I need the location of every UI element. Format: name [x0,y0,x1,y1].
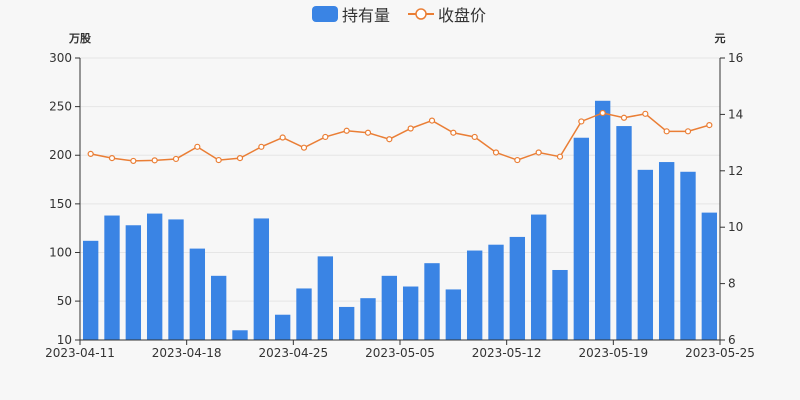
price-point [514,156,521,164]
legend-line-marker [415,8,427,20]
price-point [151,157,158,164]
price-point [556,153,564,160]
left-axis-tick-label: 300 [49,51,72,65]
right-axis-tick-label: 8 [728,277,736,291]
price-point [300,144,308,151]
left-axis-tick-label: 50 [57,294,72,308]
bar [552,269,568,340]
right-axis-tick-label: 10 [728,220,743,234]
price-point [407,125,414,132]
bar-series [82,100,718,340]
right-axis-tick-label: 14 [728,107,743,121]
x-axis-tick-label: 2023-05-25 [685,346,755,360]
bar [232,330,248,340]
price-point [215,156,222,164]
left-axis-tick-label: 100 [49,245,72,259]
price-point [108,155,116,162]
bar [466,250,483,340]
price-point [343,127,350,134]
left-axis-tick-label: 250 [49,100,72,114]
price-point [706,122,713,129]
bar [125,225,142,340]
price-point [386,136,393,143]
price-point [663,128,670,135]
bar [296,288,312,340]
price-point [471,133,478,141]
bar [168,219,184,340]
price-point [450,129,457,136]
price-point [364,129,372,136]
x-axis-tick-label: 2023-05-05 [365,346,435,360]
price-point [642,110,649,117]
bar [253,218,270,340]
price-point [258,143,265,150]
bar [360,298,376,340]
price-point [322,133,329,141]
right-axis-unit: 元 [715,32,726,45]
price-point [535,149,542,156]
price-point [236,155,244,162]
bar [317,256,334,340]
bar [573,137,590,340]
price-point [428,117,436,124]
bar [637,169,654,340]
x-axis-tick-label: 2023-04-11 [45,346,115,360]
price-point [172,155,180,163]
price-line [90,112,710,162]
legend[interactable]: 持有量 收盘价 [312,6,486,25]
bar [189,248,206,340]
right-axis-tick-label: 16 [728,51,743,65]
bar [104,215,120,340]
price-point [599,109,606,117]
left-axis-unit: 万股 [68,32,92,45]
price-point [130,157,137,165]
left-axis-tick-label: 200 [49,148,72,162]
price-point [87,150,94,157]
legend-bar-swatch [312,6,338,22]
bar [616,126,632,340]
x-axis-tick-label: 2023-05-12 [472,346,542,360]
legend-line-label: 收盘价 [438,6,486,25]
line-series [87,109,713,165]
bar [381,275,398,340]
bar [488,244,504,340]
bar [530,214,547,340]
price-point [620,114,628,121]
right-axis-tick-label: 12 [728,164,743,178]
price-point [684,128,692,135]
price-point [279,134,286,141]
bar [146,213,163,340]
price-point [492,149,500,156]
right-axis-tick-label: 6 [728,333,736,347]
bar [274,314,291,340]
price-point [578,118,585,125]
bar [658,162,675,340]
legend-bar-label: 持有量 [342,6,390,25]
bar [402,286,419,340]
bar [445,289,462,340]
axes: 10 50 100 150 200 250 300 6 8 10 12 14 16 2023-04-11 2… [45,51,755,360]
bar [82,240,99,340]
bar [210,275,227,340]
left-axis-tick-label: 10 [57,333,72,347]
x-axis-tick-label: 2023-04-25 [258,346,328,360]
left-axis-tick-label: 150 [49,197,72,211]
bar [680,171,696,340]
bar [509,236,526,340]
price-point [194,143,201,150]
bar [594,100,611,340]
bar [338,306,355,340]
x-axis-tick-label: 2023-04-18 [152,346,222,360]
x-axis-tick-label: 2023-05-19 [578,346,648,360]
bar [424,263,440,340]
bar [701,212,718,340]
